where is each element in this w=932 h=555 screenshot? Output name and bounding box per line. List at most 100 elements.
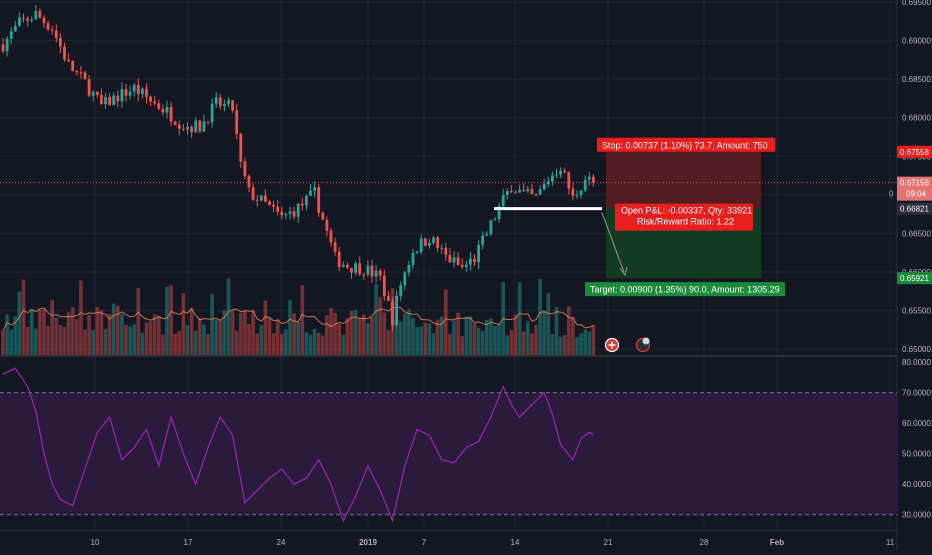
volume-bar (546, 293, 551, 355)
price-axis[interactable]: 0.695000.690000.685000.680000.675000.670… (889, 0, 932, 354)
candle-body (239, 133, 243, 162)
volume-bar (554, 307, 559, 355)
candle-body (436, 237, 439, 248)
volume-bar (79, 280, 83, 355)
volume-bar (374, 284, 378, 355)
candle-body (440, 247, 444, 249)
candle-body (83, 72, 87, 80)
volume-bar (267, 318, 272, 355)
candle-body (13, 25, 17, 32)
volume-bar (448, 333, 452, 355)
volume-bar (476, 327, 481, 355)
candle-body (214, 97, 218, 104)
price-tick-label: 0.68500 (902, 75, 931, 84)
volume-bar (107, 313, 112, 355)
volume-bar (29, 308, 34, 355)
volume-bar (316, 332, 321, 355)
volume-bar (394, 320, 399, 355)
price-tick-label: 0.66500 (902, 229, 931, 238)
candle-body (415, 251, 419, 253)
volume-bar (193, 330, 198, 355)
candle-body (120, 89, 124, 102)
candle-body (587, 176, 591, 180)
time-tick-label: 11 (886, 538, 895, 547)
candle-body (5, 38, 9, 52)
volume-bar (103, 329, 108, 355)
volume-bar (435, 319, 440, 355)
candle-body (264, 195, 267, 202)
time-tick-label: 17 (184, 538, 193, 547)
candle-body (231, 100, 234, 111)
volume-bar (91, 329, 95, 355)
candle-body (333, 242, 337, 252)
candle-body (202, 121, 206, 132)
candle-body (551, 175, 554, 182)
stop-zone[interactable] (606, 151, 761, 209)
volume-bar (485, 319, 489, 355)
volume-bar (571, 316, 575, 355)
volume-bar (13, 316, 18, 355)
candle-body (493, 219, 497, 221)
volume-bar (25, 327, 30, 355)
candle-body (567, 172, 571, 189)
volume-bar (181, 293, 186, 355)
candle-body (559, 170, 562, 175)
candle-body (75, 70, 79, 73)
candle-body (95, 91, 99, 95)
candle-body (190, 126, 193, 133)
volume-bar (99, 309, 104, 355)
pnl-label-box[interactable] (615, 203, 753, 231)
rsi-tick-label: 50.0000 (902, 450, 931, 459)
volume-bar (280, 333, 284, 355)
candle-body (337, 251, 341, 267)
candle-body (276, 206, 280, 212)
volume-bar (497, 324, 501, 355)
price-tick-label: 0.65000 (902, 345, 931, 354)
arrow-head (619, 267, 628, 277)
volume-bar (579, 333, 583, 355)
candle-body (108, 97, 111, 106)
volume-bar (386, 330, 391, 355)
volume-bar (95, 306, 100, 355)
candle-body (132, 85, 136, 92)
candle-body (227, 100, 230, 104)
target-label-box[interactable] (585, 282, 785, 297)
time-tick-label: 21 (604, 538, 613, 547)
volume-bar (382, 312, 387, 355)
volume-bar (263, 300, 268, 355)
candle-body (235, 110, 239, 134)
candle-body (243, 161, 247, 177)
candle-body (505, 190, 509, 195)
candle-body (403, 272, 407, 286)
stop-label-box[interactable] (597, 137, 775, 152)
volume-bar (411, 317, 415, 355)
candle-body (473, 258, 476, 263)
volume-bar (38, 309, 42, 355)
volume-bar (202, 324, 206, 355)
pnl-label: Open P&L: -0.00337, Qty: 33921 (621, 206, 752, 216)
candle-body (26, 18, 29, 21)
candle-body (50, 29, 54, 31)
volume-bar (562, 334, 567, 355)
candle-body (510, 190, 513, 193)
candle-body (177, 124, 181, 129)
volume-bar (333, 312, 337, 355)
volume-bar (34, 328, 38, 355)
time-tick-label: 24 (277, 538, 286, 547)
candle-body (460, 264, 464, 268)
candle-body (280, 211, 284, 216)
volume-bar (538, 279, 542, 355)
volume-bar (337, 324, 341, 355)
rsi-pane: 80.0000 70.0000 60.0000 50.0000 40.0000 30.00… (0, 358, 931, 523)
volume-bar (46, 326, 50, 355)
volume-bar (5, 314, 9, 355)
volume-bar (288, 299, 292, 355)
candle-body (534, 194, 538, 196)
volume-bar (185, 325, 190, 355)
candle-body (489, 220, 493, 235)
stop-price-tag (897, 145, 932, 158)
volume-bar (247, 323, 251, 355)
time-axis[interactable]: 10 17 24 2019 7 14 21 28 Feb 11 (91, 538, 895, 547)
